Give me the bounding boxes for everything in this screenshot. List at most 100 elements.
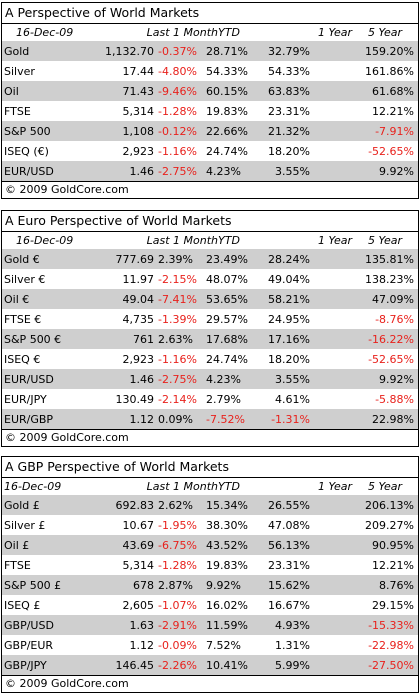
cell-1-month: -7.41% [158, 292, 197, 306]
row-name: ISEQ (€) [4, 144, 49, 158]
table-row: FTSE 5,314 -1.28% 19.83% 23.31% 12.21% [2, 555, 418, 575]
copyright-footer: © 2009 GoldCore.com [2, 429, 418, 446]
cell-ytd: 9.92% [206, 578, 241, 592]
cell-last: 1.63 [129, 618, 155, 632]
row-name: Silver £ [4, 518, 46, 532]
cell-5-year: 206.13% [365, 498, 414, 512]
table-row: S&P 500 1,108 -0.12% 22.66% 21.32% -7.91% [2, 121, 418, 141]
table-row: ISEQ € 2,923 -1.16% 24.74% 18.20% -52.65% [2, 349, 418, 369]
cell-5-year: -52.65% [368, 352, 414, 366]
cell-last: 1.46 [129, 164, 155, 178]
panel-title: A Euro Perspective of World Markets [2, 211, 418, 232]
cell-ytd: 4.23% [206, 372, 241, 386]
cell-last: 5,314 [122, 558, 155, 572]
copyright-footer: © 2009 GoldCore.com [2, 181, 418, 198]
cell-ytd: 24.74% [206, 144, 248, 158]
row-name: FTSE [4, 558, 31, 572]
cell-5-year: 8.76% [379, 578, 414, 592]
cell-last: 49.04 [122, 292, 155, 306]
cell-5-year: -15.33% [368, 618, 414, 632]
cell-1-year: 21.32% [268, 124, 310, 138]
row-name: FTSE [4, 104, 31, 118]
cell-5-year: 29.15% [372, 598, 414, 612]
cell-5-year: 47.09% [372, 292, 414, 306]
cell-ytd: 38.30% [206, 518, 248, 532]
cell-last: 1.12 [129, 638, 155, 652]
row-name: Gold [4, 44, 30, 58]
cell-last: 71.43 [122, 84, 155, 98]
cell-last: 692.83 [115, 498, 155, 512]
copyright-footer: © 2009 GoldCore.com [2, 675, 418, 692]
cell-last: 777.69 [115, 252, 155, 266]
header-ytd: YTD [218, 480, 240, 493]
cell-1-month: 0.09% [158, 412, 193, 426]
table-row: ISEQ (€) 2,923 -1.16% 24.74% 18.20% -52.65% [2, 141, 418, 161]
cell-ytd: 23.49% [206, 252, 248, 266]
cell-1-year: 18.20% [268, 144, 310, 158]
cell-last: 1.46 [129, 372, 155, 386]
table-body: Gold € 777.69 2.39% 23.49% 28.24% 135.81% Silv… [2, 249, 418, 429]
row-name: GBP/EUR [4, 638, 54, 652]
cell-ytd: 43.52% [206, 538, 248, 552]
cell-1-month: -1.07% [158, 598, 197, 612]
cell-1-month: -1.39% [158, 312, 197, 326]
table-row: Silver 17.44 -4.80% 54.33% 54.33% 161.86% [2, 61, 418, 81]
row-name: EUR/JPY [4, 392, 47, 406]
cell-ytd: 53.65% [206, 292, 248, 306]
cell-5-year: 9.92% [379, 164, 414, 178]
table-header: 16-Dec-09 Last 1 Month YTD 1 Year 5 Year [2, 24, 418, 41]
row-name: GBP/USD [4, 618, 54, 632]
cell-1-month: -1.95% [158, 518, 197, 532]
row-name: Gold € [4, 252, 40, 266]
table-body: Gold 1,132.70 -0.37% 28.71% 32.79% 159.20% Sil… [2, 41, 418, 181]
cell-last: 2,923 [122, 352, 155, 366]
cell-1-year: -1.31% [271, 412, 310, 426]
header-last-month: Last 1 Month [146, 234, 218, 247]
table-row: GBP/EUR 1.12 -0.09% 7.52% 1.31% -22.98% [2, 635, 418, 655]
cell-ytd: 60.15% [206, 84, 248, 98]
cell-1-year: 1.31% [275, 638, 310, 652]
cell-last: 4,735 [122, 312, 155, 326]
cell-5-year: 12.21% [372, 104, 414, 118]
header-date: 16-Dec-09 [16, 26, 74, 39]
table-row: S&P 500 £ 678 2.87% 9.92% 15.62% 8.76% [2, 575, 418, 595]
row-name: Silver € [4, 272, 46, 286]
header-date: 16-Dec-09 [4, 480, 62, 493]
table-row: GBP/JPY 146.45 -2.26% 10.41% 5.99% -27.50% [2, 655, 418, 675]
header-last-month: Last 1 Month [146, 480, 218, 493]
cell-1-month: -2.75% [158, 372, 197, 386]
cell-1-year: 49.04% [268, 272, 310, 286]
row-name: S&P 500 [4, 124, 51, 138]
cell-last: 43.69 [122, 538, 155, 552]
cell-1-month: -2.15% [158, 272, 197, 286]
row-name: Gold £ [4, 498, 40, 512]
cell-1-year: 4.61% [275, 392, 310, 406]
header-last-month: Last 1 Month [146, 26, 218, 39]
cell-1-year: 58.21% [268, 292, 310, 306]
row-name: GBP/JPY [4, 658, 47, 672]
cell-ytd: 22.66% [206, 124, 248, 138]
cell-ytd: -7.52% [206, 412, 245, 426]
table-row: Oil € 49.04 -7.41% 53.65% 58.21% 47.09% [2, 289, 418, 309]
cell-last: 10.67 [122, 518, 155, 532]
header-ytd: YTD [218, 26, 240, 39]
euro-markets-panel: A Euro Perspective of World Markets 16-D… [1, 210, 419, 447]
cell-last: 1.12 [129, 412, 155, 426]
row-name: Oil £ [4, 538, 30, 552]
cell-5-year: 90.95% [372, 538, 414, 552]
cell-5-year: -8.76% [375, 312, 414, 326]
cell-1-year: 26.55% [268, 498, 310, 512]
table-row: Silver £ 10.67 -1.95% 38.30% 47.08% 209.27% [2, 515, 418, 535]
table-row: Gold 1,132.70 -0.37% 28.71% 32.79% 159.20% [2, 41, 418, 61]
table-header: 16-Dec-09 Last 1 Month YTD 1 Year 5 Year [2, 478, 418, 495]
cell-5-year: -52.65% [368, 144, 414, 158]
cell-1-year: 63.83% [268, 84, 310, 98]
cell-1-year: 4.93% [275, 618, 310, 632]
table-row: EUR/USD 1.46 -2.75% 4.23% 3.55% 9.92% [2, 369, 418, 389]
cell-ytd: 11.59% [206, 618, 248, 632]
table-row: FTSE € 4,735 -1.39% 29.57% 24.95% -8.76% [2, 309, 418, 329]
table-row: Oil £ 43.69 -6.75% 43.52% 56.13% 90.95% [2, 535, 418, 555]
cell-last: 130.49 [115, 392, 155, 406]
header-5-year: 5 Year [368, 480, 403, 493]
cell-5-year: 9.92% [379, 372, 414, 386]
